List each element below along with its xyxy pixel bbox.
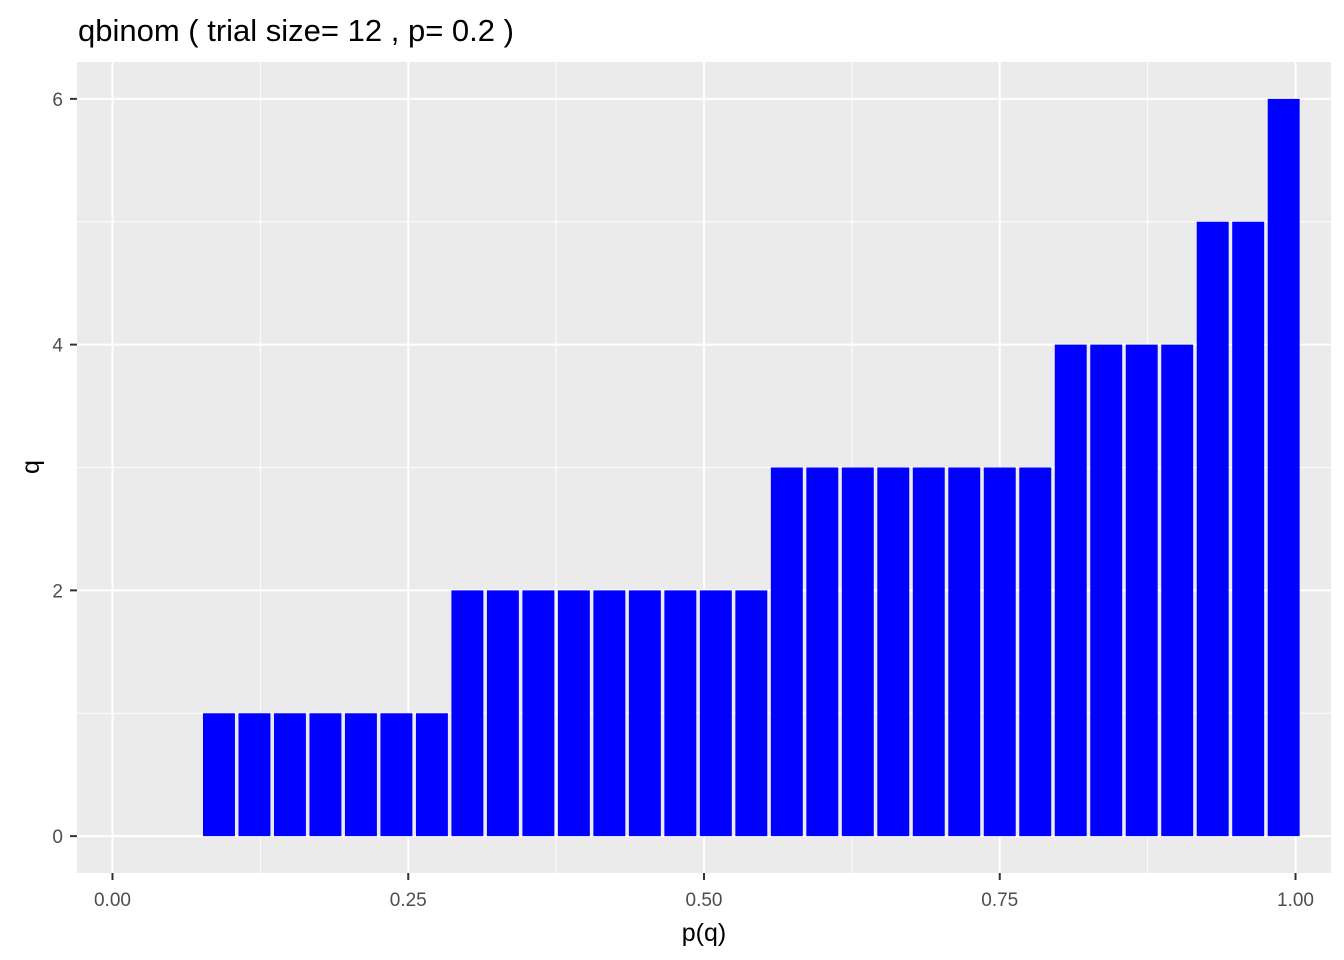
bar — [699, 590, 732, 837]
bar — [1019, 467, 1052, 837]
bar — [877, 467, 910, 837]
bar — [806, 467, 839, 837]
bar — [593, 590, 626, 837]
bar — [770, 467, 803, 837]
x-tick-label: 0.00 — [94, 890, 131, 911]
bar — [1161, 344, 1194, 837]
bar — [628, 590, 661, 837]
bar — [912, 467, 945, 837]
bar — [1054, 344, 1087, 837]
bar — [344, 713, 377, 837]
x-tick-label: 0.75 — [981, 890, 1018, 911]
bar — [309, 713, 342, 837]
bar — [664, 590, 697, 837]
bar — [415, 713, 448, 837]
x-axis-ticks: 0.00 0.25 0.50 0.75 1.00 — [94, 873, 1314, 911]
x-axis-title: p(q) — [682, 919, 726, 947]
y-tick-label: 6 — [52, 90, 63, 111]
y-tick-label: 4 — [52, 336, 63, 357]
bar — [841, 467, 874, 837]
bar — [948, 467, 981, 837]
bar — [522, 590, 555, 837]
bars — [202, 98, 1300, 837]
bar — [273, 713, 306, 837]
y-axis-title: q — [17, 460, 45, 474]
bar — [451, 590, 484, 837]
bar — [486, 590, 519, 837]
bar — [983, 467, 1016, 837]
bar — [238, 713, 271, 837]
bar — [735, 590, 768, 837]
bar — [202, 713, 235, 837]
bar — [1267, 98, 1300, 837]
x-tick-label: 0.50 — [686, 890, 723, 911]
bar — [1090, 344, 1123, 837]
bar — [380, 713, 413, 837]
x-tick-label: 0.25 — [390, 890, 427, 911]
chart-title: qbinom ( trial size= 12 , p= 0.2 ) — [78, 13, 514, 48]
bar — [1232, 221, 1265, 837]
y-axis-ticks: 0 2 4 6 — [52, 90, 77, 848]
bar — [1196, 221, 1229, 837]
bar — [1125, 344, 1158, 837]
x-tick-label: 1.00 — [1277, 890, 1314, 911]
y-tick-label: 2 — [52, 581, 63, 602]
bar — [557, 590, 590, 837]
y-tick-label: 0 — [52, 827, 63, 848]
